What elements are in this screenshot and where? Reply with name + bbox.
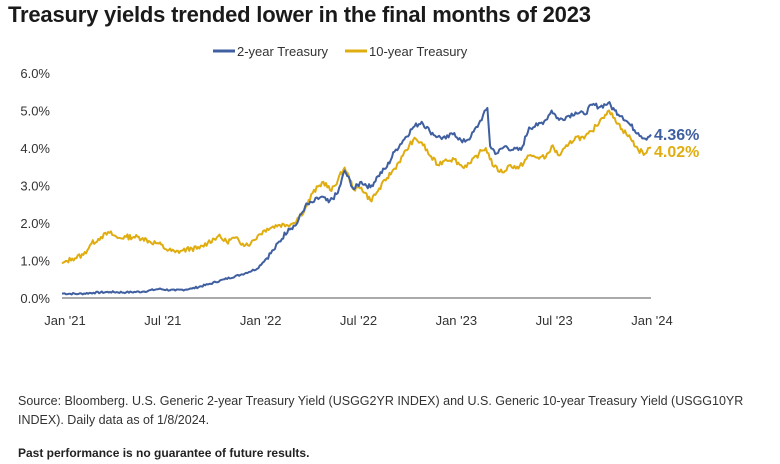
y-tick-label: 6.0% (20, 66, 50, 81)
y-tick-label: 0.0% (20, 291, 50, 306)
y-tick-label: 3.0% (20, 179, 50, 194)
source-note: Source: Bloomberg. U.S. Generic 2-year T… (18, 394, 744, 427)
x-tick-label: Jan '24 (631, 313, 673, 328)
chart: 2-year Treasury 10-year Treasury 0.0% 1.0%… (20, 44, 699, 328)
x-tick-label: Jul '21 (144, 313, 181, 328)
legend-label: 10-year Treasury (369, 44, 468, 59)
x-tick-label: Jul '22 (340, 313, 377, 328)
y-tick-label: 5.0% (20, 104, 50, 119)
x-tick-label: Jan '21 (44, 313, 86, 328)
y-tick-label: 1.0% (20, 254, 50, 269)
legend: 2-year Treasury 10-year Treasury (213, 44, 468, 59)
end-value-label: 4.02% (654, 144, 699, 161)
chart-title: Treasury yields trended lower in the fin… (8, 2, 591, 27)
x-tick-label: Jan '22 (240, 313, 282, 328)
x-tick-label: Jul '23 (536, 313, 573, 328)
y-tick-label: 2.0% (20, 216, 50, 231)
x-axis-ticks: Jan '21 Jul '21 Jan '22 Jul '22 Jan '23 Jul '… (44, 313, 673, 328)
legend-label: 2-year Treasury (237, 44, 329, 59)
end-labels: 4.36%4.02% (654, 127, 699, 161)
series-line-2yr (62, 101, 652, 296)
series-group (61, 101, 652, 296)
disclaimer: Past performance is no guarantee of futu… (18, 446, 310, 460)
y-axis-ticks: 0.0% 1.0% 2.0% 3.0% 4.0% 5.0% 6.0% (20, 66, 50, 306)
end-value-label: 4.36% (654, 127, 699, 144)
y-tick-label: 4.0% (20, 141, 50, 156)
x-tick-label: Jan '23 (436, 313, 478, 328)
